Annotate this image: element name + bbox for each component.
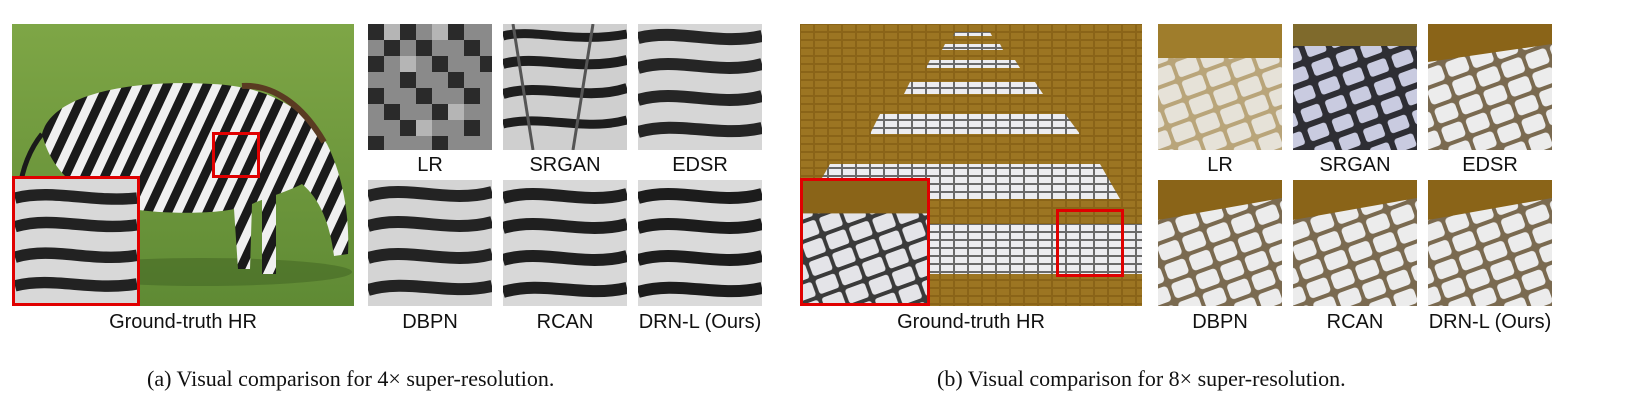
pavement-edsr-crop: [1428, 24, 1552, 150]
pavement-hr-label: Ground-truth HR: [897, 311, 1045, 333]
figure-b-caption: (b) Visual comparison for 8× super-resol…: [937, 366, 1346, 391]
pavement-srgan-label: SRGAN: [1319, 154, 1391, 176]
pavement-lr-label: LR: [1207, 154, 1233, 176]
zebra-hr-zoom-inset: [12, 176, 140, 306]
pavement-hr-roi-box: [1056, 209, 1124, 277]
pavement-hr-zoom-inset: [800, 178, 930, 306]
zebra-srgan-crop: [503, 24, 627, 150]
pavement-edsr-label: EDSR: [1462, 154, 1518, 176]
pavement-rcan-crop: [1293, 180, 1417, 306]
zebra-hr-roi-box: [212, 132, 260, 178]
zebra-edsr-label: EDSR: [672, 154, 728, 176]
pavement-srgan-crop: [1293, 24, 1417, 150]
zebra-srgan-label: SRGAN: [529, 154, 601, 176]
zebra-drnl-crop: [638, 180, 762, 306]
zebra-dbpn-crop: [368, 180, 492, 306]
zebra-lr-label: LR: [417, 154, 443, 176]
zebra-lr-crop: [368, 24, 492, 150]
pavement-drnl-label: DRN-L (Ours): [1428, 311, 1552, 333]
figure-a-caption: (a) Visual comparison for 4× super-resol…: [147, 366, 555, 391]
zebra-rcan-label: RCAN: [536, 311, 594, 333]
pavement-dbpn-label: DBPN: [1192, 311, 1248, 333]
pavement-lr-crop: [1158, 24, 1282, 150]
pavement-drnl-crop: [1428, 180, 1552, 306]
zebra-edsr-crop: [638, 24, 762, 150]
pavement-rcan-label: RCAN: [1326, 311, 1384, 333]
zebra-hr-label: Ground-truth HR: [109, 311, 257, 333]
zebra-dbpn-label: DBPN: [402, 311, 458, 333]
zebra-rcan-crop: [503, 180, 627, 306]
pavement-dbpn-crop: [1158, 180, 1282, 306]
zebra-drnl-label: DRN-L (Ours): [638, 311, 762, 333]
